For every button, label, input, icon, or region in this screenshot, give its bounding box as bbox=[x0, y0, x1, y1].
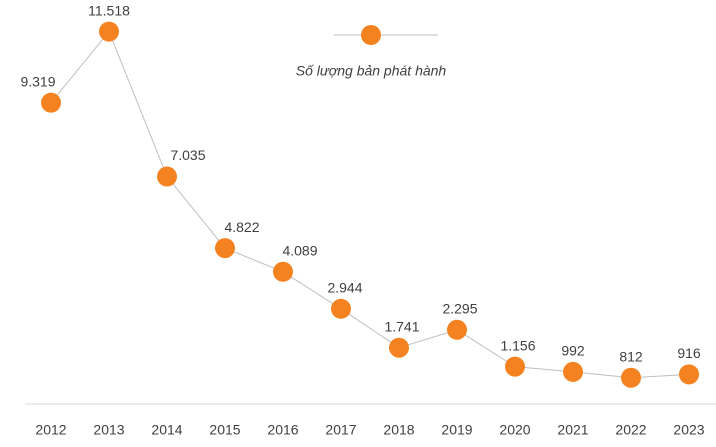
data-label: 4.089 bbox=[282, 242, 317, 258]
x-tick-label: 2021 bbox=[557, 422, 588, 438]
legend-marker bbox=[361, 25, 381, 45]
x-tick-label: 2020 bbox=[499, 422, 530, 438]
point bbox=[99, 21, 119, 42]
x-tick-label: 2019 bbox=[441, 422, 472, 438]
data-label: 2.295 bbox=[442, 300, 477, 316]
x-tick-label: 2022 bbox=[615, 422, 646, 438]
x-tick-label: 2014 bbox=[151, 422, 182, 438]
point bbox=[447, 319, 467, 340]
x-tick-label: 2023 bbox=[673, 422, 704, 438]
point bbox=[157, 166, 177, 187]
data-label: 992 bbox=[561, 343, 585, 359]
data-label: 2.944 bbox=[327, 280, 362, 296]
series-line bbox=[50, 30, 690, 379]
point bbox=[389, 337, 409, 358]
data-label: 1.741 bbox=[384, 318, 419, 334]
data-label: 4.822 bbox=[224, 219, 259, 235]
x-tick-label: 2015 bbox=[209, 422, 240, 438]
data-label: 7.035 bbox=[170, 147, 205, 163]
point bbox=[679, 364, 699, 385]
point bbox=[621, 367, 641, 388]
point bbox=[505, 356, 525, 377]
data-label: 1.156 bbox=[500, 337, 535, 353]
x-tick-label: 2013 bbox=[93, 422, 124, 438]
x-tick-label: 2017 bbox=[325, 422, 356, 438]
point bbox=[563, 361, 583, 382]
point bbox=[41, 92, 61, 113]
x-tick-label: 2016 bbox=[267, 422, 298, 438]
legend-label: Số lượng bản phát hành bbox=[296, 63, 447, 79]
data-label: 9.319 bbox=[20, 73, 55, 89]
x-tick-label: 2012 bbox=[35, 422, 66, 438]
point bbox=[215, 238, 235, 259]
data-label: 916 bbox=[677, 345, 701, 361]
x-tick-label: 2018 bbox=[383, 422, 414, 438]
data-label: 11.518 bbox=[88, 2, 130, 18]
data-label: 812 bbox=[619, 348, 643, 364]
point bbox=[331, 298, 351, 319]
point bbox=[273, 261, 293, 282]
